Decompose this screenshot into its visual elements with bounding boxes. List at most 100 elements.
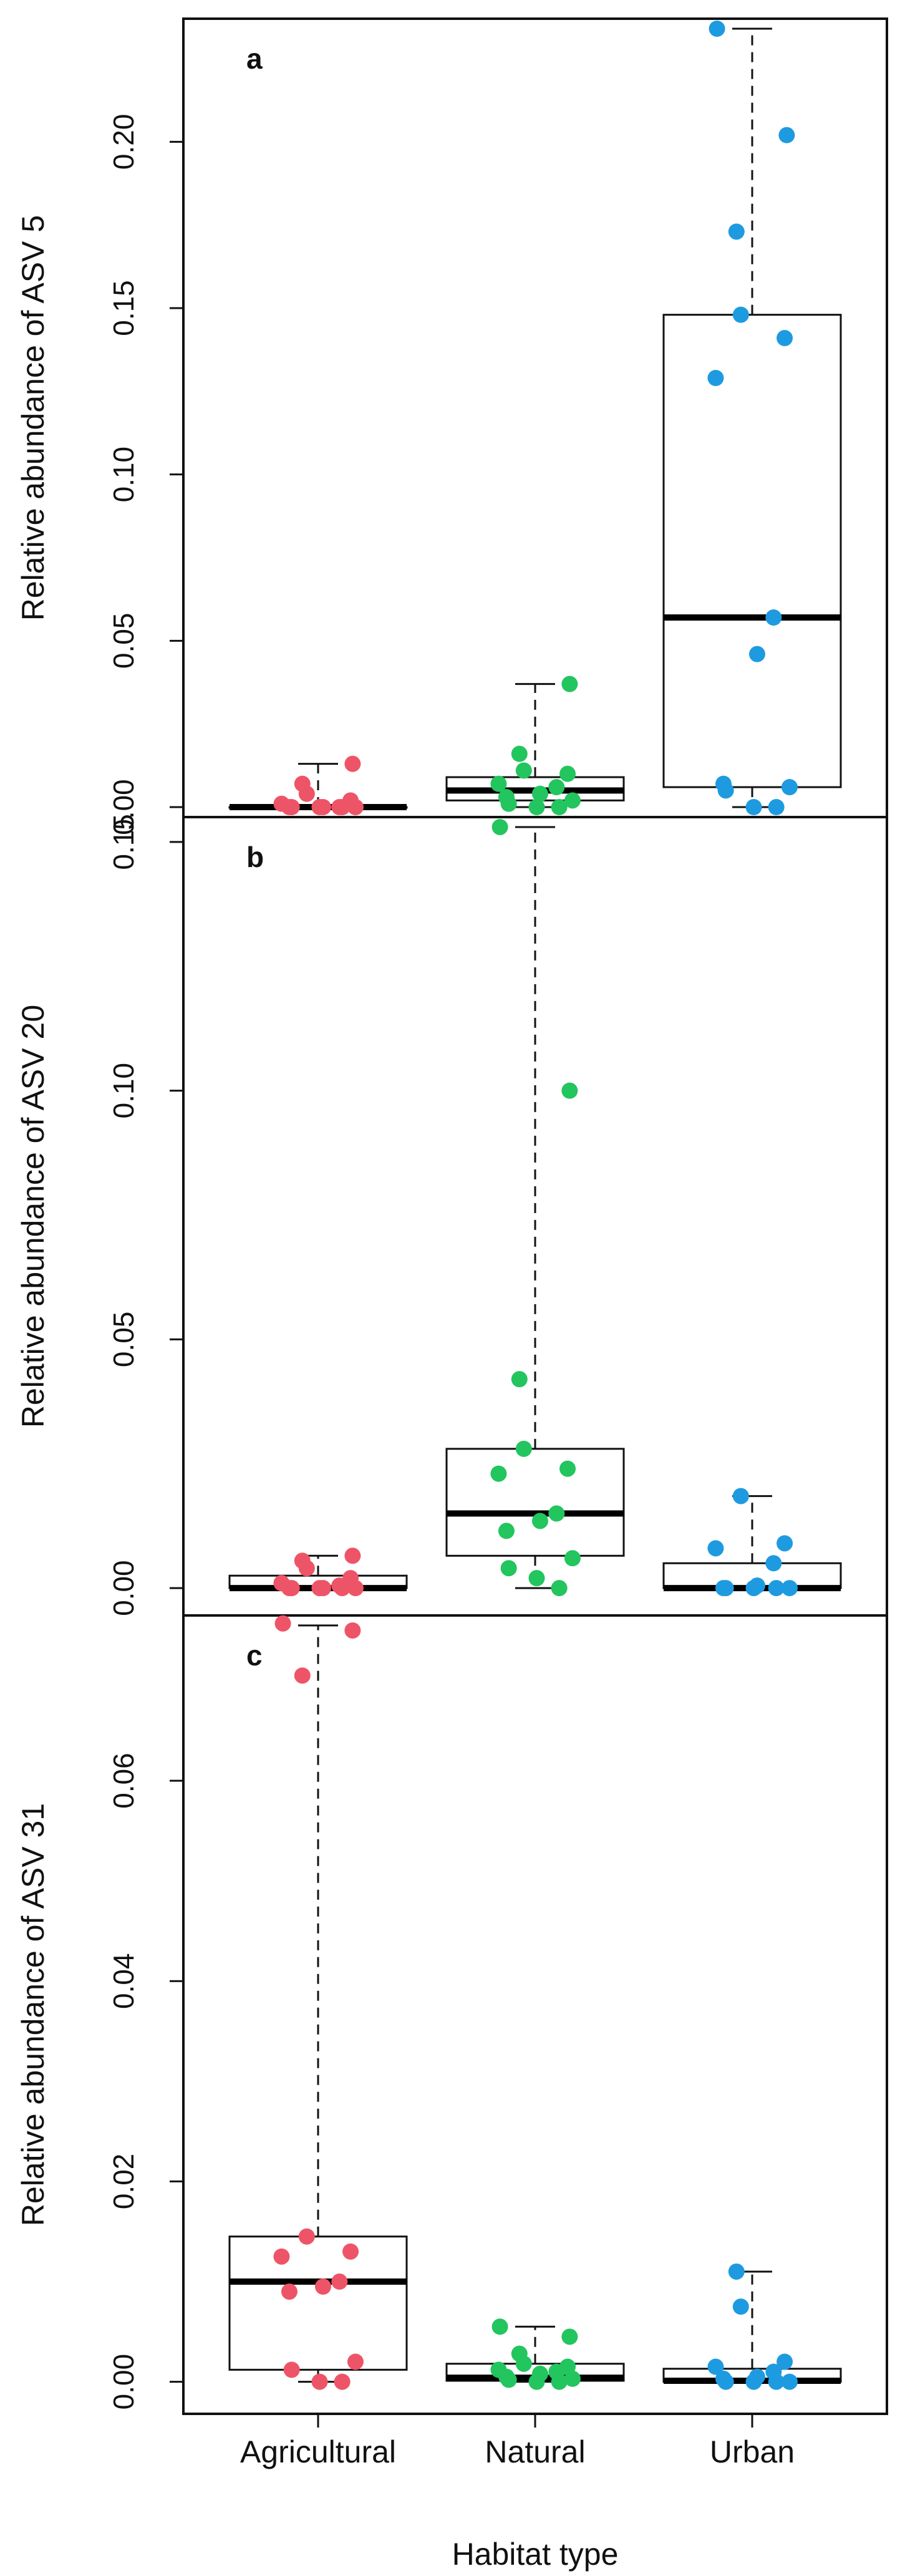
y-tick-label: 0.02 xyxy=(107,2154,140,2210)
x-axis-title: Habitat type xyxy=(452,2537,619,2572)
data-point xyxy=(498,1523,515,1539)
data-point xyxy=(515,1440,532,1457)
data-point xyxy=(561,2328,578,2345)
data-point xyxy=(564,1550,581,1567)
box-urban xyxy=(662,27,842,808)
data-point xyxy=(748,1577,765,1594)
data-point xyxy=(707,2358,724,2375)
y-tick-label: 0.04 xyxy=(107,1953,140,2009)
data-point xyxy=(331,2273,348,2290)
data-point xyxy=(765,2363,782,2380)
iqr-box xyxy=(228,2235,408,2371)
x-axis: Agricultural Natural Urban xyxy=(240,2414,795,2469)
panel-letter: b xyxy=(246,841,264,873)
data-point xyxy=(768,1580,785,1597)
panel-a: a 0.00 0.05 0.10 0.15 0.20 Relative abundance … xyxy=(16,17,888,835)
data-point xyxy=(274,1615,291,1632)
data-point xyxy=(491,2318,508,2335)
data-point xyxy=(273,795,290,812)
data-point xyxy=(781,2373,798,2390)
data-point xyxy=(715,2370,732,2387)
data-point xyxy=(294,1667,311,1684)
y-tick-label: 0.05 xyxy=(107,613,140,669)
data-point xyxy=(281,2283,298,2300)
data-point xyxy=(498,789,515,805)
y-axis-title: Relative abundance of ASV 31 xyxy=(16,1803,51,2226)
data-point xyxy=(559,765,576,782)
y-tick-label: 0.10 xyxy=(107,1063,140,1119)
y-tick-label: 0.00 xyxy=(107,2354,140,2410)
box-urban xyxy=(662,1495,842,1592)
data-point xyxy=(511,1371,528,1388)
data-point xyxy=(748,2368,765,2385)
data-point xyxy=(273,1575,290,1592)
data-point xyxy=(551,799,568,815)
data-point xyxy=(500,1560,517,1577)
data-point xyxy=(778,127,795,143)
data-point xyxy=(777,2353,793,2370)
panel-b: b 0.00 0.05 0.10 0.15 Relative abundance of A… xyxy=(16,814,888,1617)
data-point xyxy=(531,785,548,802)
data-point xyxy=(294,775,311,792)
data-point xyxy=(344,1547,361,1564)
data-point xyxy=(283,2361,300,2378)
data-point xyxy=(709,21,725,37)
data-point xyxy=(515,762,532,779)
data-point xyxy=(781,779,798,795)
x-tick-label: Urban xyxy=(710,2434,795,2469)
data-point xyxy=(490,775,507,792)
data-point xyxy=(765,609,782,626)
data-point xyxy=(490,1465,507,1482)
data-point xyxy=(344,1622,361,1639)
data-point xyxy=(334,2373,351,2390)
data-point xyxy=(707,370,724,386)
y-axis-title: Relative abundance of ASV 5 xyxy=(16,215,51,621)
data-point xyxy=(561,1082,578,1099)
data-point xyxy=(777,1535,793,1552)
iqr-box xyxy=(662,314,842,788)
y-tick-label: 0.00 xyxy=(107,1560,140,1616)
y-tick-label: 0.10 xyxy=(107,447,140,503)
data-point xyxy=(314,2278,331,2295)
y-tick-label: 0.15 xyxy=(107,280,140,336)
data-point xyxy=(551,1580,568,1597)
data-point xyxy=(531,2365,548,2382)
data-point xyxy=(531,1513,548,1529)
data-point xyxy=(745,799,762,815)
x-tick-label: Agricultural xyxy=(240,2434,396,2469)
panel-c: c 0.00 0.02 0.04 0.06 Relative abundance of A… xyxy=(16,1614,888,2415)
data-point xyxy=(732,1488,749,1504)
data-point xyxy=(777,330,793,346)
data-point xyxy=(564,792,581,809)
data-point xyxy=(511,2345,528,2362)
data-point xyxy=(342,2243,359,2260)
y-tick-label: 0.06 xyxy=(107,1753,140,1809)
data-point xyxy=(491,818,508,835)
data-point xyxy=(344,755,361,772)
panel-letter: a xyxy=(246,42,263,75)
data-point xyxy=(314,1580,331,1597)
data-point xyxy=(728,2263,745,2280)
panels: a 0.00 0.05 0.10 0.15 0.20 Relative abundance … xyxy=(16,17,888,2415)
data-point xyxy=(561,675,578,692)
data-point xyxy=(311,2373,328,2390)
data-point xyxy=(528,799,545,815)
y-tick-label: 0.20 xyxy=(107,114,140,170)
data-point xyxy=(347,2353,364,2370)
y-tick-label: 0.00 xyxy=(107,779,140,835)
data-point xyxy=(707,1540,724,1557)
x-tick-label: Natural xyxy=(485,2434,585,2469)
data-point xyxy=(559,2358,576,2375)
data-point xyxy=(342,792,359,809)
data-point xyxy=(728,223,745,240)
data-point xyxy=(715,1580,732,1597)
data-point xyxy=(765,1555,782,1572)
panel-letter: c xyxy=(246,1639,263,1672)
data-point xyxy=(314,799,331,815)
data-point xyxy=(748,646,765,662)
data-point xyxy=(732,2298,749,2315)
data-point xyxy=(294,1552,311,1569)
y-tick-label: 0.15 xyxy=(107,814,140,870)
data-point xyxy=(781,1580,798,1597)
